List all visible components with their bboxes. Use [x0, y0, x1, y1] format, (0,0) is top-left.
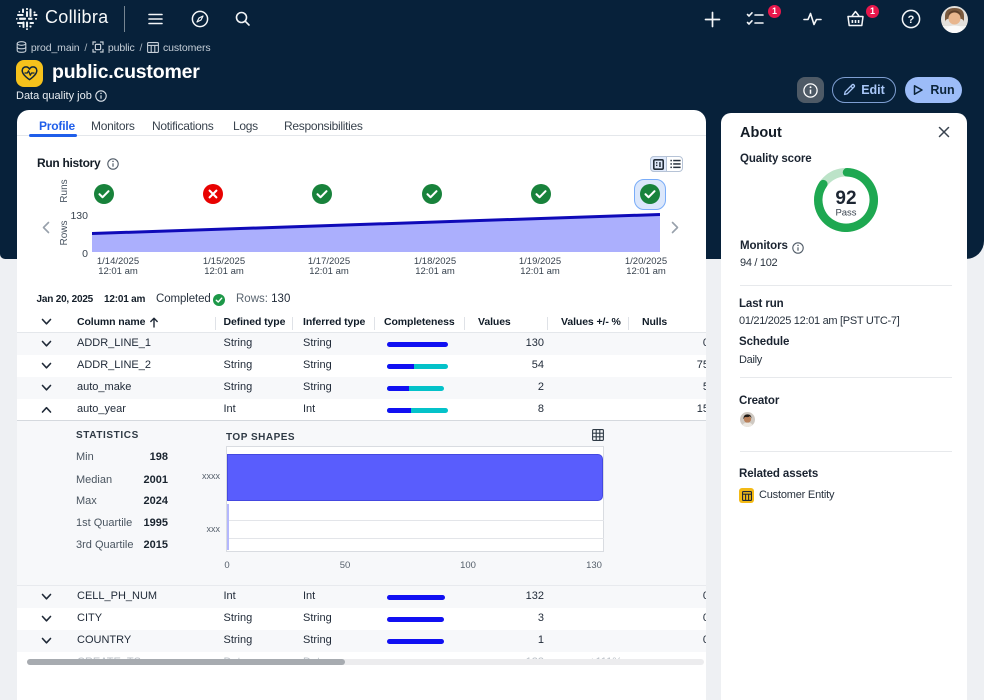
svg-text:?: ? — [908, 14, 915, 26]
svg-text:Pass: Pass — [835, 208, 856, 219]
svg-text:92: 92 — [835, 188, 856, 209]
